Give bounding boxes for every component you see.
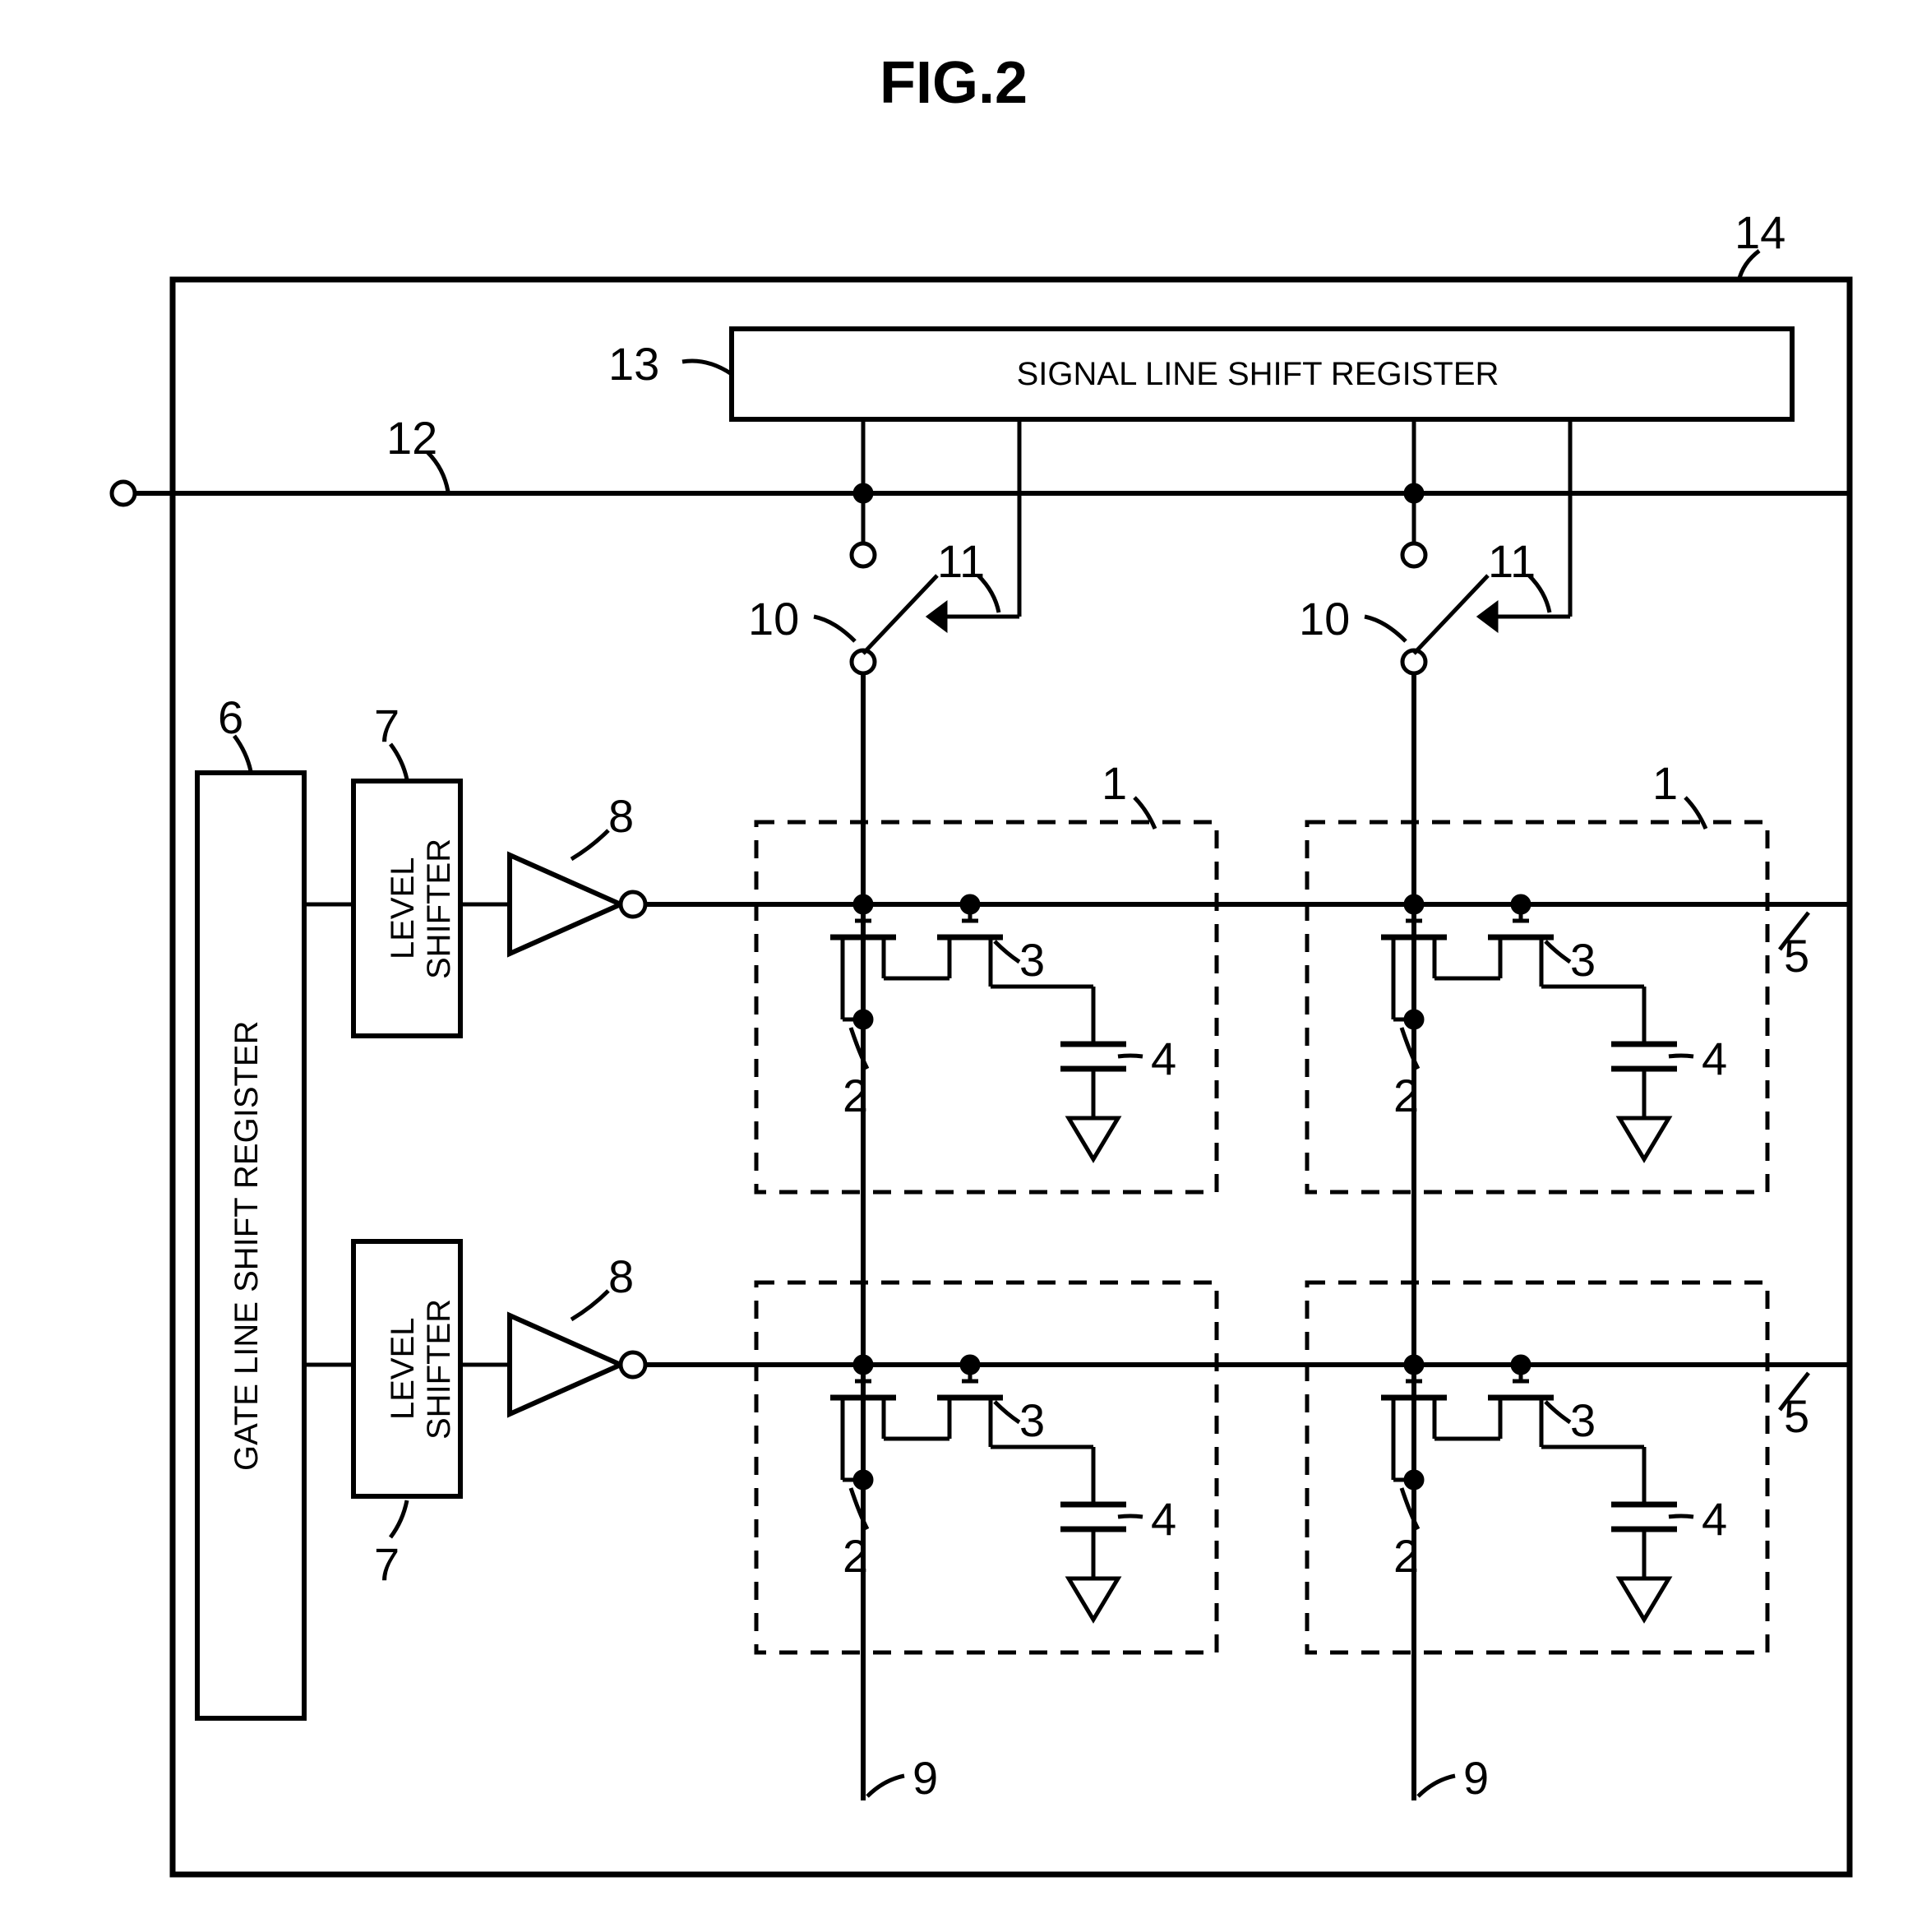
label-10-2: 10	[1299, 592, 1350, 645]
label-11-1: 11	[937, 534, 985, 588]
label-2-4: 2	[1393, 1529, 1419, 1583]
label-9-1: 9	[912, 1751, 938, 1805]
label-9-2: 9	[1463, 1751, 1489, 1805]
label-3-4: 3	[1570, 1394, 1596, 1447]
label-2-1: 2	[843, 1069, 868, 1122]
label-10-1: 10	[748, 592, 799, 645]
label-13: 13	[608, 337, 659, 391]
label-4-2: 4	[1702, 1032, 1727, 1085]
level-shifter-1-text: LEVEL SHIFTER	[385, 818, 457, 999]
label-7-1: 7	[374, 699, 400, 752]
label-8-2: 8	[608, 1250, 634, 1303]
label-11-2: 11	[1488, 534, 1536, 588]
label-3-1: 3	[1019, 933, 1045, 987]
label-4-1: 4	[1151, 1032, 1176, 1085]
label-2-3: 2	[843, 1529, 868, 1583]
label-5-1: 5	[1784, 929, 1809, 982]
label-14: 14	[1735, 206, 1786, 259]
label-4-4: 4	[1702, 1492, 1727, 1546]
gate-register-text: GATE LINE SHIFT REGISTER	[229, 937, 265, 1554]
label-1-2: 1	[1652, 756, 1678, 810]
label-8-1: 8	[608, 789, 634, 843]
label-7-2: 7	[374, 1537, 400, 1591]
label-4-3: 4	[1151, 1492, 1176, 1546]
label-1-1: 1	[1102, 756, 1127, 810]
circuit-svg	[33, 33, 1874, 1899]
diagram-container: FIG.2	[33, 33, 1874, 1899]
signal-register-text: SIGNAL LINE SHIFT REGISTER	[888, 356, 1628, 392]
label-5-2: 5	[1784, 1389, 1809, 1443]
label-12: 12	[386, 411, 437, 465]
label-2-2: 2	[1393, 1069, 1419, 1122]
label-6: 6	[218, 691, 243, 744]
label-3-3: 3	[1019, 1394, 1045, 1447]
level-shifter-2-text: LEVEL SHIFTER	[385, 1278, 457, 1459]
label-3-2: 3	[1570, 933, 1596, 987]
